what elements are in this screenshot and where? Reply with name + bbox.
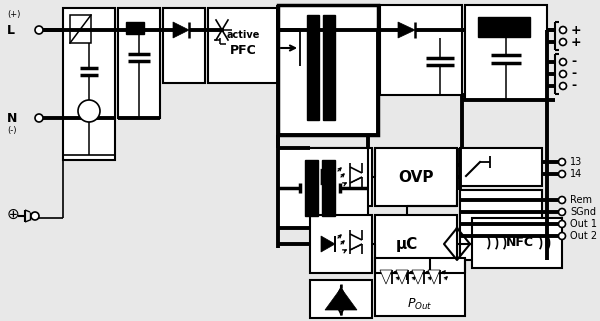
Bar: [307, 15, 319, 120]
Text: Out 2: Out 2: [570, 231, 597, 241]
Bar: [380, 5, 462, 95]
Circle shape: [35, 114, 43, 122]
Text: -: -: [571, 56, 576, 68]
Text: $P_{Out}$: $P_{Out}$: [407, 297, 433, 312]
Bar: [63, 8, 115, 160]
Bar: [118, 8, 160, 118]
Circle shape: [559, 221, 566, 228]
Circle shape: [559, 159, 566, 166]
Text: +: +: [571, 23, 581, 37]
Bar: [472, 218, 562, 268]
Text: ⊕: ⊕: [7, 206, 20, 221]
Polygon shape: [398, 22, 415, 38]
Text: PFC: PFC: [230, 44, 256, 56]
Text: SGnd: SGnd: [570, 207, 596, 217]
Text: μC: μC: [396, 237, 418, 251]
Circle shape: [31, 212, 39, 220]
Circle shape: [559, 209, 566, 215]
Text: Rem: Rem: [570, 195, 592, 205]
Polygon shape: [350, 244, 362, 250]
Bar: [460, 148, 542, 186]
Text: 13: 13: [570, 157, 582, 167]
Polygon shape: [321, 169, 335, 185]
Text: NFC: NFC: [506, 237, 534, 249]
Bar: [322, 160, 335, 216]
Polygon shape: [412, 270, 424, 284]
Circle shape: [560, 82, 566, 90]
Bar: [375, 148, 457, 206]
Polygon shape: [325, 288, 357, 310]
Text: active: active: [226, 30, 260, 40]
Bar: [310, 280, 372, 318]
Bar: [163, 8, 205, 83]
Circle shape: [560, 39, 566, 46]
Circle shape: [559, 196, 566, 204]
Bar: [126, 22, 144, 34]
Bar: [375, 258, 465, 316]
Text: -: -: [571, 80, 576, 92]
Bar: [278, 5, 378, 135]
Bar: [278, 148, 368, 228]
Bar: [208, 8, 278, 83]
Circle shape: [559, 232, 566, 239]
Text: +: +: [571, 36, 581, 48]
Text: OVP: OVP: [398, 169, 434, 185]
Polygon shape: [350, 177, 362, 183]
Circle shape: [560, 27, 566, 33]
Bar: [70, 15, 91, 43]
Polygon shape: [173, 22, 189, 38]
Bar: [478, 17, 530, 37]
Circle shape: [35, 26, 43, 34]
Bar: [310, 148, 372, 206]
Text: N: N: [7, 111, 17, 125]
Text: L: L: [7, 23, 15, 37]
Bar: [460, 190, 542, 260]
Circle shape: [560, 71, 566, 77]
Text: Out 1: Out 1: [570, 219, 597, 229]
Text: (+): (+): [7, 10, 20, 19]
Polygon shape: [380, 270, 392, 284]
Bar: [375, 215, 457, 273]
Bar: [465, 5, 547, 100]
Polygon shape: [396, 270, 408, 284]
Circle shape: [559, 170, 566, 178]
Text: (-): (-): [7, 126, 17, 134]
Text: 14: 14: [570, 169, 582, 179]
Bar: [305, 160, 318, 216]
Text: -: -: [571, 67, 576, 81]
Bar: [310, 215, 372, 273]
Polygon shape: [321, 236, 335, 252]
Bar: [323, 15, 335, 120]
Circle shape: [78, 100, 100, 122]
Polygon shape: [428, 270, 440, 284]
Circle shape: [560, 58, 566, 65]
